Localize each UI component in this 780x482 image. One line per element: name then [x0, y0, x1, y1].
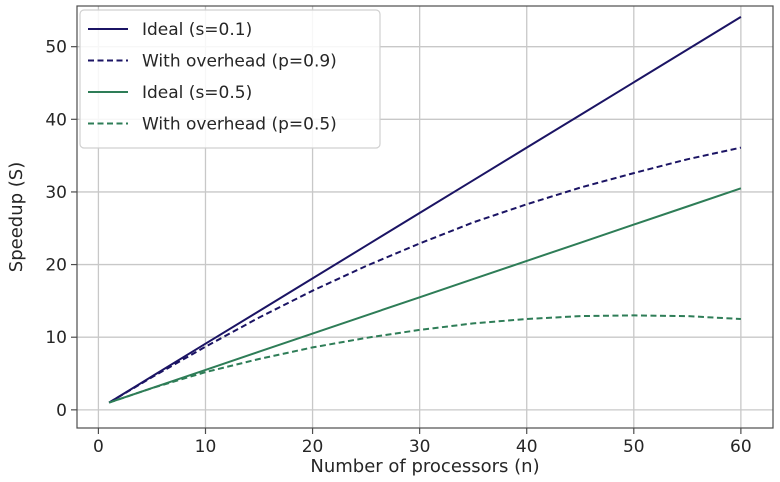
series-line-1: [108, 16, 742, 404]
y-tick-label: 40: [45, 110, 67, 130]
y-axis-label: Speedup (S): [6, 162, 27, 272]
series-line-3: [108, 187, 742, 404]
x-tick-label: 40: [516, 437, 538, 457]
x-tick-label: 20: [302, 437, 324, 457]
x-tick-label: 60: [730, 437, 752, 457]
series-line-2: [108, 146, 742, 404]
y-tick-label: 0: [56, 401, 67, 421]
plot-frame: [76, 5, 774, 429]
x-axis-label: Number of processors (n): [310, 456, 539, 477]
series-line-4: [108, 314, 741, 404]
y-tick-label: 50: [45, 38, 67, 58]
legend-box: [79, 9, 381, 149]
y-tick-label: 20: [45, 256, 67, 276]
y-tick-label: 30: [45, 183, 67, 203]
axis-ticks: 0 10 20 30 40 50 60 0 10 20 30 40 50: [45, 38, 751, 457]
y-tick-label: 10: [45, 328, 67, 348]
series-lines: [108, 16, 742, 404]
legend-label: Ideal (s=0.1): [142, 20, 252, 40]
legend-label: With overhead (p=0.5): [142, 115, 337, 135]
legend-label: Ideal (s=0.5): [142, 83, 252, 103]
x-tick-label: 10: [195, 437, 217, 457]
legend-label: With overhead (p=0.9): [142, 52, 337, 72]
x-tick-label: 30: [409, 437, 431, 457]
x-tick-label: 0: [93, 437, 104, 457]
x-tick-label: 50: [623, 437, 645, 457]
legend: Ideal (s=0.1) With overhead (p=0.9) Ideal …: [79, 9, 381, 149]
